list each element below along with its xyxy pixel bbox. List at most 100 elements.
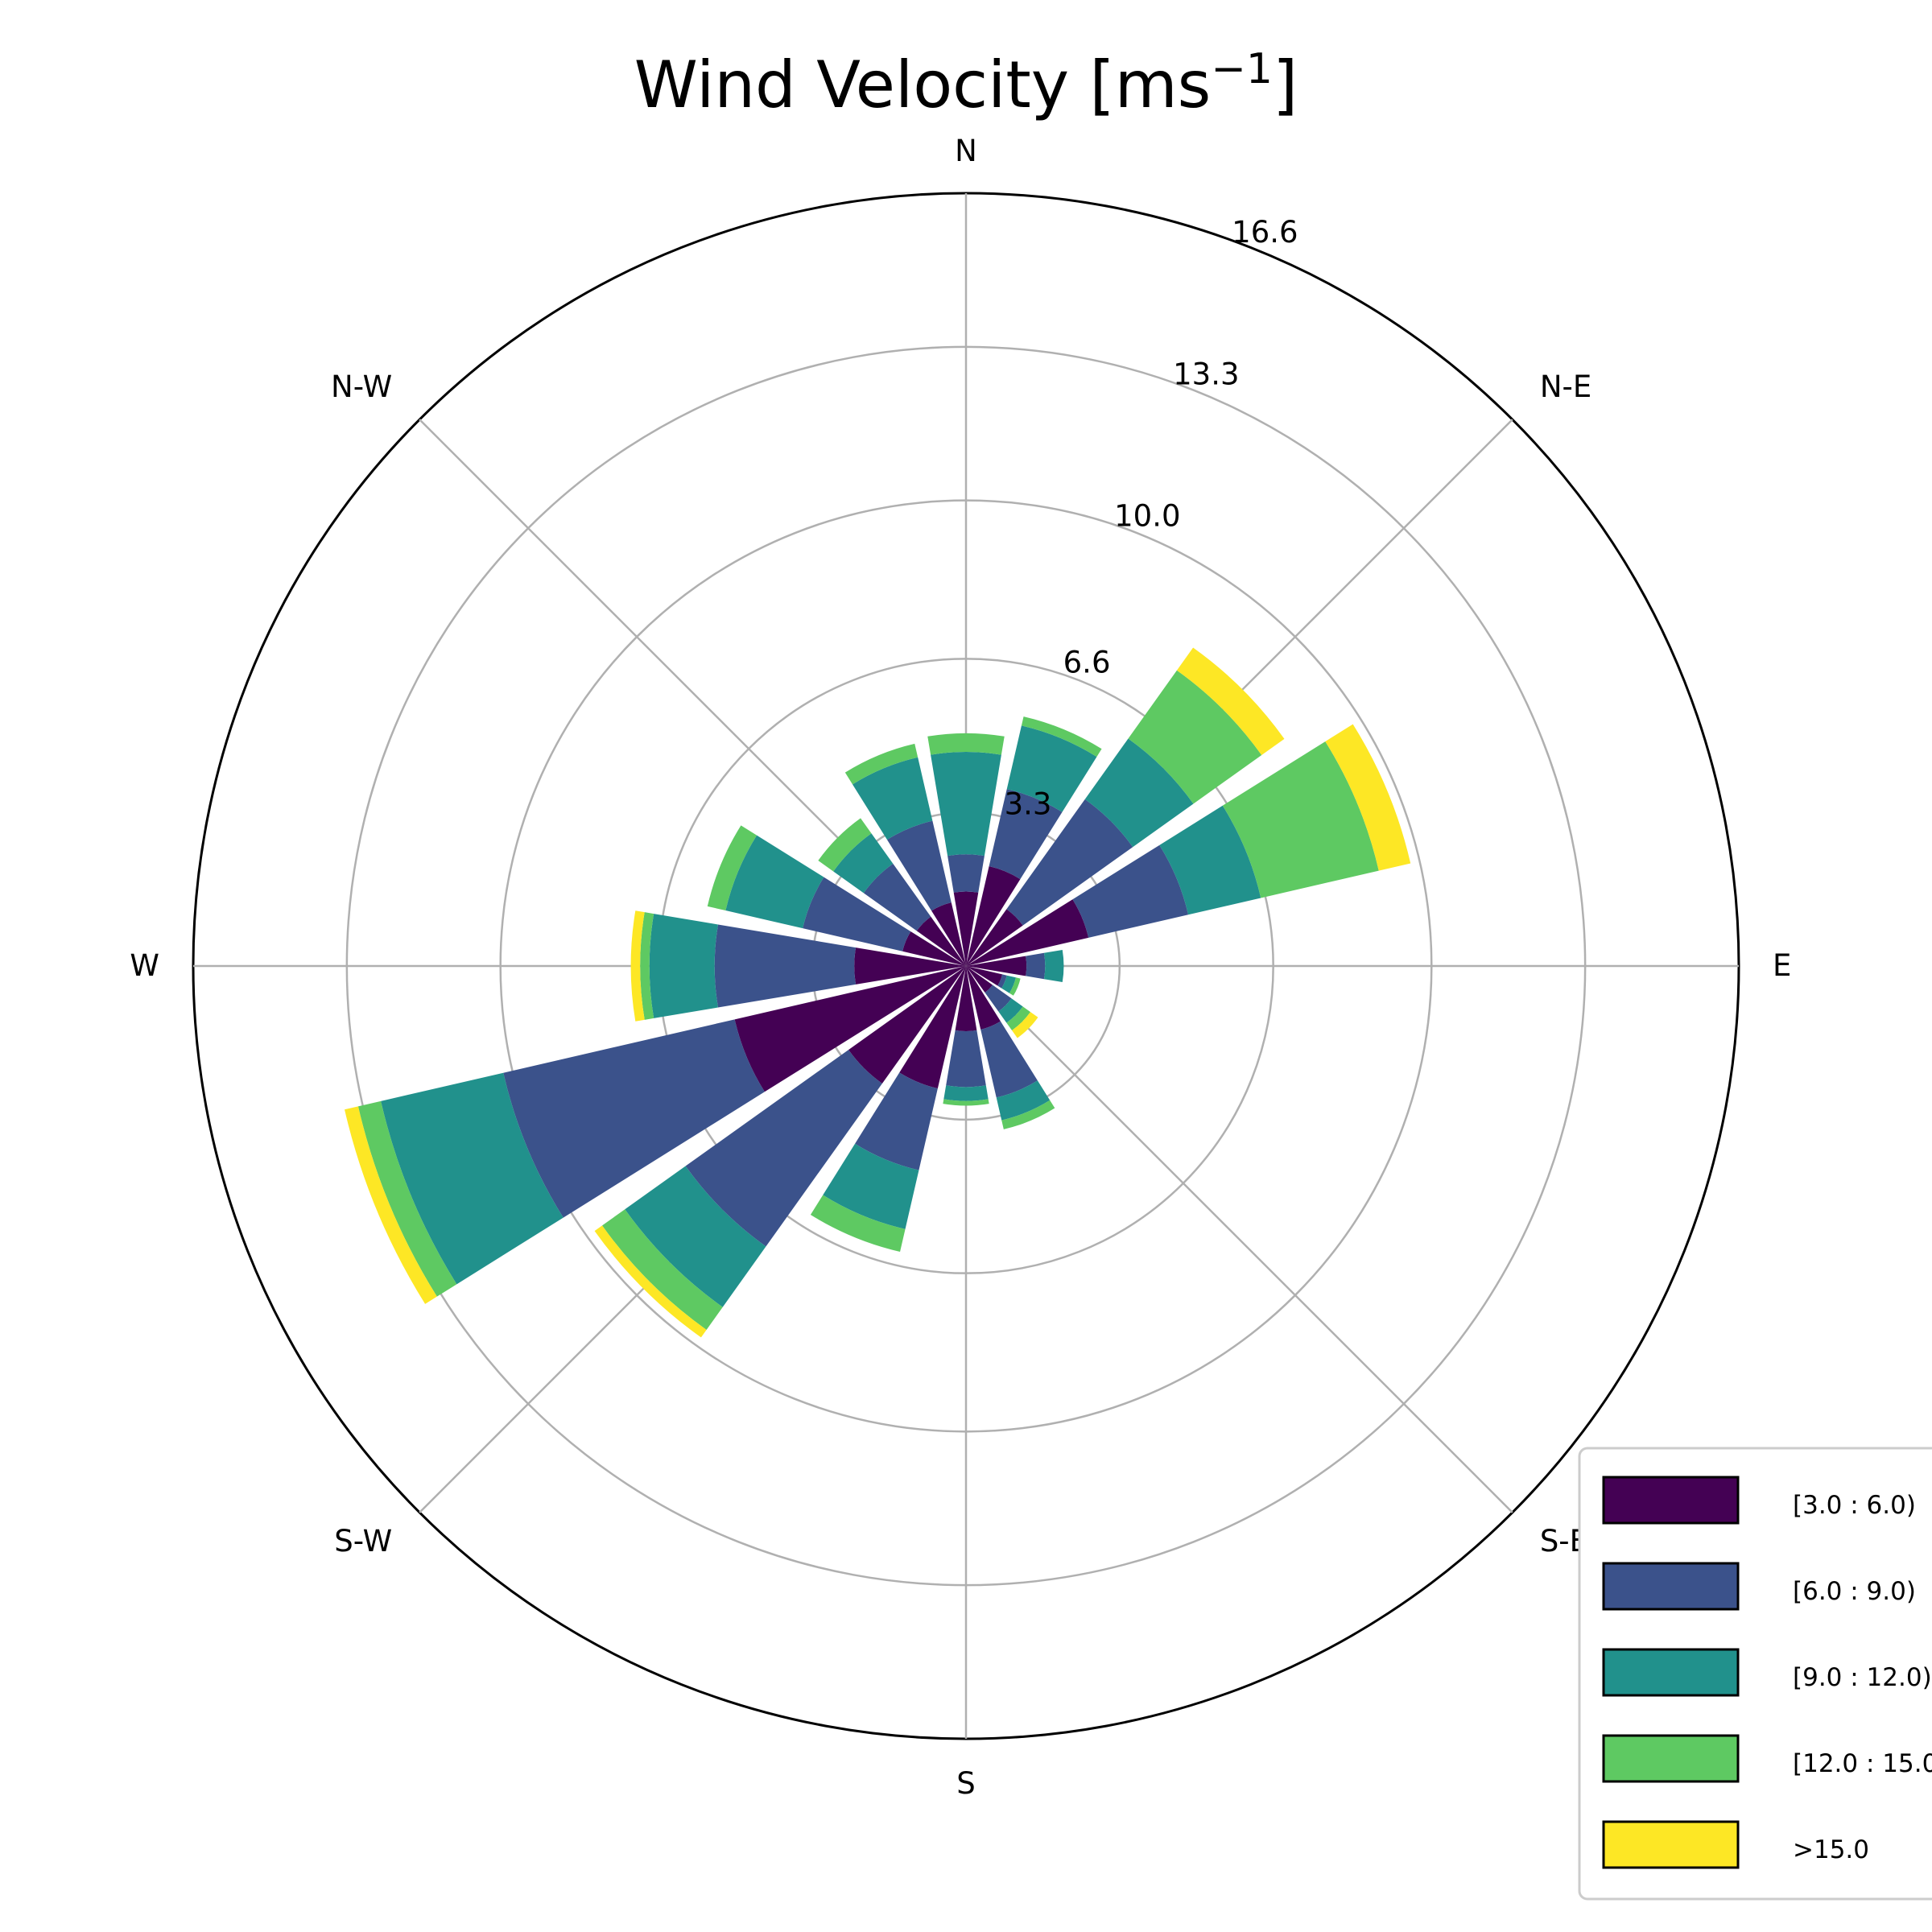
chart-title-superscript: −1	[1211, 45, 1273, 93]
rose-bar-segment	[989, 789, 1063, 880]
rose-bar-segment	[854, 947, 966, 985]
rose-bar-segment	[707, 825, 758, 911]
rose-bar-segment	[1128, 670, 1262, 804]
rose-bar-segment	[1001, 1100, 1055, 1129]
radial-tick-label: 13.3	[1173, 357, 1239, 391]
legend-label: [3.0 : 6.0)	[1793, 1491, 1916, 1520]
rose-bar-segment	[916, 916, 966, 966]
rose-bar-segment	[927, 733, 1005, 755]
rose-bar-segment	[943, 1085, 989, 1101]
direction-label: E	[1773, 948, 1791, 983]
rose-bar-segment	[602, 1209, 723, 1330]
rose-bar-segment	[953, 891, 979, 966]
rose-bar-segment	[685, 1050, 882, 1247]
legend-swatch	[1602, 1734, 1740, 1783]
rose-bar-segment	[985, 985, 1012, 1012]
legend-swatch	[1602, 1562, 1740, 1611]
rose-bar-segment	[630, 910, 645, 1022]
rose-bar-segment	[943, 1099, 989, 1106]
rose-bar-segment	[734, 966, 966, 1092]
rose-bar-segment	[980, 1021, 1038, 1098]
rose-bar-segment	[899, 966, 966, 1089]
rose-bar-segment	[931, 751, 1001, 857]
rose-bar-segment	[1084, 738, 1194, 848]
rose-bar-segment	[649, 914, 718, 1018]
chart-title-bracket: ]	[1273, 47, 1298, 122]
legend-label: [9.0 : 12.0)	[1793, 1663, 1932, 1692]
radial-tick-label: 3.3	[1005, 787, 1052, 822]
legend-swatch	[1602, 1476, 1740, 1525]
axis-labels: 3.36.610.013.316.6NN-EES-ESS-WWN-W	[130, 134, 1791, 1801]
direction-label: S-W	[334, 1524, 392, 1558]
rose-bar-segment	[810, 1195, 906, 1252]
rose-bar-segment	[966, 956, 1027, 976]
rose-bar-segment	[966, 966, 993, 993]
rose-bar-segment	[966, 909, 1023, 966]
rose-bar-segment	[1001, 975, 1016, 993]
rose-bar-segment	[640, 912, 654, 1020]
rose-bar-segment	[855, 1072, 938, 1170]
direction-label: W	[130, 948, 159, 983]
rose-bar-segment	[1072, 844, 1189, 938]
legend-label: [12.0 : 15.0)	[1793, 1749, 1932, 1778]
rose-bar-segment	[1043, 949, 1064, 983]
rose-bar-segment	[803, 877, 911, 952]
grid-spoke	[965, 965, 1513, 1513]
legend-swatch	[1602, 1648, 1740, 1697]
rose-bar-segment	[886, 820, 952, 911]
rose-bar-segment	[852, 757, 933, 840]
radial-tick-label: 10.0	[1114, 499, 1180, 534]
direction-label: N	[955, 134, 977, 168]
chart-title-main: Wind Velocity [ms	[634, 47, 1212, 122]
windrose-bars	[345, 647, 1411, 1338]
rose-bar-segment	[955, 966, 977, 1031]
rose-bar-segment	[1176, 647, 1285, 756]
rose-bar-segment	[345, 1106, 437, 1304]
rose-bar-segment	[1325, 724, 1411, 871]
rose-bar-segment	[725, 835, 824, 929]
rose-bar-segment	[818, 818, 872, 872]
rose-bar-segment	[946, 1030, 986, 1088]
legend-label: >15.0	[1793, 1835, 1869, 1864]
rose-bar-segment	[625, 1166, 766, 1307]
rose-bar-segment	[1159, 805, 1261, 915]
rose-bar-segment	[966, 899, 1089, 966]
rose-bar-segment	[966, 966, 1003, 986]
rose-bar-segment	[863, 863, 931, 931]
rose-bar-segment	[966, 966, 1001, 1030]
rose-bar-segment	[848, 966, 966, 1084]
legend: [3.0 : 6.0) [6.0 : 9.0) [9.0 : 12.0) [12.0 …	[1578, 1447, 1932, 1901]
rose-bar-segment	[503, 1019, 765, 1218]
rose-bar-segment	[594, 1225, 707, 1338]
legend-frame	[1578, 1447, 1932, 1901]
rose-bar-segment	[996, 1080, 1051, 1121]
rose-bar-segment	[1021, 716, 1102, 758]
rose-bar-segment	[947, 854, 985, 893]
rose-bar-segment	[1222, 741, 1379, 898]
rose-bar-segment	[1006, 1006, 1031, 1031]
rose-bar-segment	[357, 1100, 457, 1297]
rose-bar-segment	[1006, 799, 1133, 926]
rose-bar-segment	[902, 931, 966, 966]
rose-bar-segment	[823, 1143, 919, 1229]
rose-bar-segment	[997, 974, 1007, 989]
rose-bar-segment	[1026, 952, 1046, 980]
rose-bar-segment	[998, 998, 1023, 1023]
radial-tick-label: 6.6	[1063, 645, 1111, 679]
legend-label: [6.0 : 9.0)	[1793, 1577, 1916, 1606]
rose-bar-segment	[381, 1072, 564, 1285]
direction-label: N-W	[331, 369, 392, 404]
chart-title: Wind Velocity [ms−1]	[634, 45, 1298, 122]
rose-bar-segment	[1009, 977, 1021, 996]
direction-label: N-E	[1540, 369, 1591, 404]
rose-bar-segment	[931, 902, 966, 966]
rose-bar-segment	[833, 833, 894, 894]
radial-tick-label: 16.6	[1232, 215, 1298, 250]
rose-bar-segment	[1012, 1012, 1038, 1038]
rose-bar-segment	[714, 924, 857, 1008]
rose-bar-segment	[844, 743, 919, 785]
rose-bar-segment	[1006, 725, 1097, 812]
legend-swatch	[1602, 1820, 1740, 1869]
direction-label: S	[956, 1766, 976, 1801]
